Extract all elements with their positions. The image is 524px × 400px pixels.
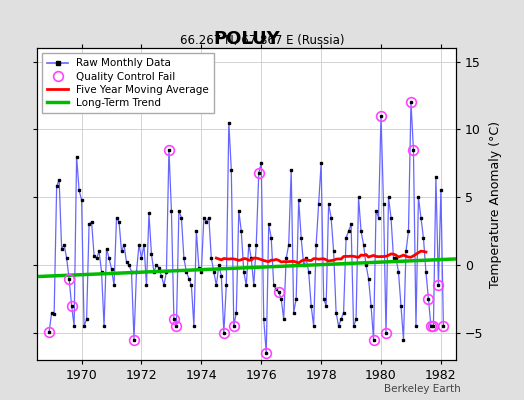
Text: Berkeley Earth: Berkeley Earth [385, 384, 461, 394]
Title: POLUY: POLUY [213, 30, 280, 48]
Y-axis label: Temperature Anomaly (°C): Temperature Anomaly (°C) [489, 120, 502, 288]
Legend: Raw Monthly Data, Quality Control Fail, Five Year Moving Average, Long-Term Tren: Raw Monthly Data, Quality Control Fail, … [42, 53, 214, 113]
Text: 66.267 N, 67.867 E (Russia): 66.267 N, 67.867 E (Russia) [180, 34, 344, 47]
